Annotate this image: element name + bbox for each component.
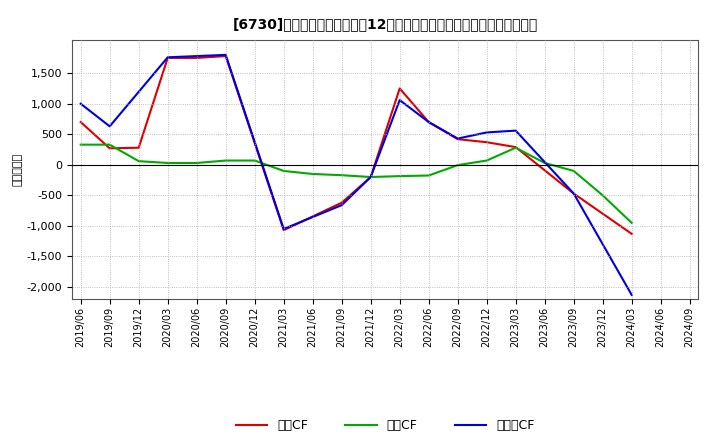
投資CF <box>76 142 85 147</box>
フリーCF <box>511 128 520 133</box>
投資CF <box>221 158 230 163</box>
投資CF <box>395 173 404 179</box>
フリーCF <box>105 124 114 129</box>
営業CF <box>424 119 433 125</box>
投資CF <box>541 160 549 165</box>
Title: [6730]　キャッシュフローの12か月移動合計の対前年同期増減額の推移: [6730] キャッシュフローの12か月移動合計の対前年同期増減額の推移 <box>233 18 538 32</box>
Line: 投資CF: 投資CF <box>81 145 631 223</box>
営業CF <box>135 145 143 150</box>
営業CF <box>454 136 462 142</box>
営業CF <box>482 139 491 145</box>
営業CF <box>279 227 288 233</box>
フリーCF <box>482 130 491 135</box>
フリーCF <box>366 174 375 180</box>
投資CF <box>627 220 636 225</box>
投資CF <box>163 160 172 165</box>
営業CF <box>221 53 230 59</box>
Line: フリーCF: フリーCF <box>81 55 631 295</box>
投資CF <box>105 142 114 147</box>
投資CF <box>192 160 201 165</box>
投資CF <box>251 158 259 163</box>
投資CF <box>279 168 288 173</box>
Legend: 営業CF, 投資CF, フリーCF: 営業CF, 投資CF, フリーCF <box>231 414 539 437</box>
フリーCF <box>338 202 346 208</box>
Line: 営業CF: 営業CF <box>81 56 631 234</box>
営業CF <box>76 119 85 125</box>
フリーCF <box>454 136 462 141</box>
営業CF <box>366 174 375 180</box>
Y-axis label: （百万円）: （百万円） <box>12 153 22 186</box>
営業CF <box>627 231 636 236</box>
投資CF <box>366 174 375 180</box>
投資CF <box>570 168 578 173</box>
フリーCF <box>76 101 85 106</box>
営業CF <box>395 86 404 91</box>
投資CF <box>482 158 491 163</box>
フリーCF <box>279 226 288 231</box>
フリーCF <box>192 53 201 59</box>
営業CF <box>163 55 172 61</box>
フリーCF <box>627 292 636 297</box>
投資CF <box>338 172 346 178</box>
投資CF <box>135 158 143 164</box>
営業CF <box>511 144 520 150</box>
投資CF <box>308 171 317 176</box>
フリーCF <box>395 97 404 103</box>
投資CF <box>454 162 462 168</box>
投資CF <box>424 173 433 178</box>
フリーCF <box>221 52 230 58</box>
投資CF <box>598 193 607 198</box>
フリーCF <box>570 191 578 196</box>
営業CF <box>338 200 346 205</box>
フリーCF <box>424 119 433 125</box>
営業CF <box>192 55 201 61</box>
営業CF <box>570 191 578 196</box>
営業CF <box>105 146 114 151</box>
フリーCF <box>163 55 172 60</box>
投資CF <box>511 145 520 150</box>
